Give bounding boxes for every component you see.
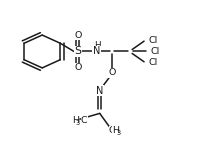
Text: 3: 3 <box>116 130 121 136</box>
Text: Cl: Cl <box>150 47 160 56</box>
Text: N: N <box>96 86 103 96</box>
Text: Cl: Cl <box>148 58 158 67</box>
Text: H: H <box>72 116 79 125</box>
Text: C: C <box>81 116 88 125</box>
Text: 3: 3 <box>75 120 80 126</box>
Text: N: N <box>93 46 100 56</box>
Text: H: H <box>113 126 120 135</box>
Text: C: C <box>109 126 116 135</box>
Text: S: S <box>74 46 81 56</box>
Text: H: H <box>94 41 100 50</box>
Text: O: O <box>74 31 81 40</box>
Text: Cl: Cl <box>148 36 158 45</box>
Text: O: O <box>109 68 116 77</box>
Text: O: O <box>74 63 81 72</box>
